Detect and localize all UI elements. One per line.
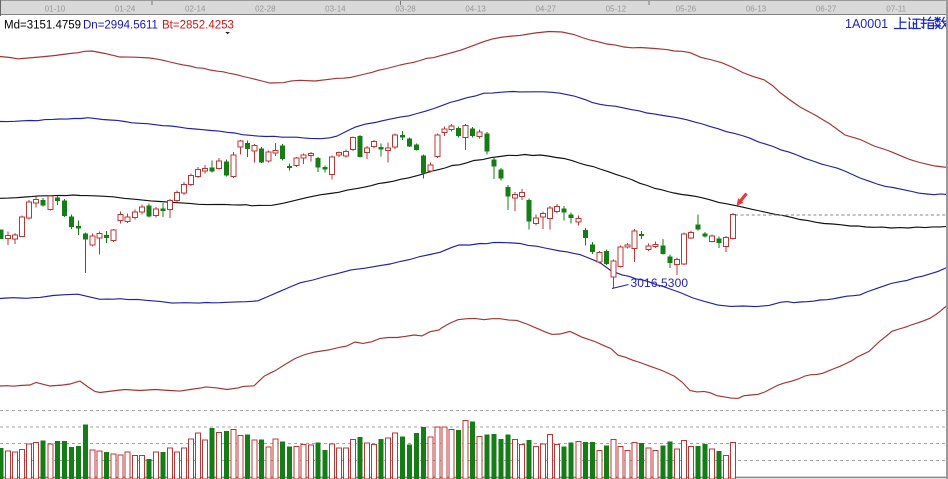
svg-text:06-13: 06-13 (746, 5, 767, 14)
svg-text:Bt=2852.4253: Bt=2852.4253 (162, 20, 234, 32)
svg-text:03-14: 03-14 (325, 5, 346, 14)
svg-text:05-26: 05-26 (676, 5, 697, 14)
svg-text:01-10: 01-10 (45, 5, 66, 14)
svg-text:04-13: 04-13 (465, 5, 486, 14)
svg-text:02-14: 02-14 (185, 5, 206, 14)
svg-text:3016.5300: 3016.5300 (631, 276, 689, 290)
svg-text:07-11: 07-11 (886, 5, 906, 14)
svg-text:02-28: 02-28 (255, 5, 276, 14)
svg-text:04-27: 04-27 (535, 5, 556, 14)
svg-text:Md=3151.4759: Md=3151.4759 (4, 20, 81, 32)
svg-text:03-28: 03-28 (395, 5, 416, 14)
svg-text:01-24: 01-24 (115, 5, 136, 14)
svg-text:Dn=2994.5611: Dn=2994.5611 (83, 20, 158, 32)
svg-text:06-27: 06-27 (816, 5, 837, 14)
svg-text:1A0001: 1A0001 (845, 17, 888, 31)
svg-text:05-12: 05-12 (606, 5, 627, 14)
